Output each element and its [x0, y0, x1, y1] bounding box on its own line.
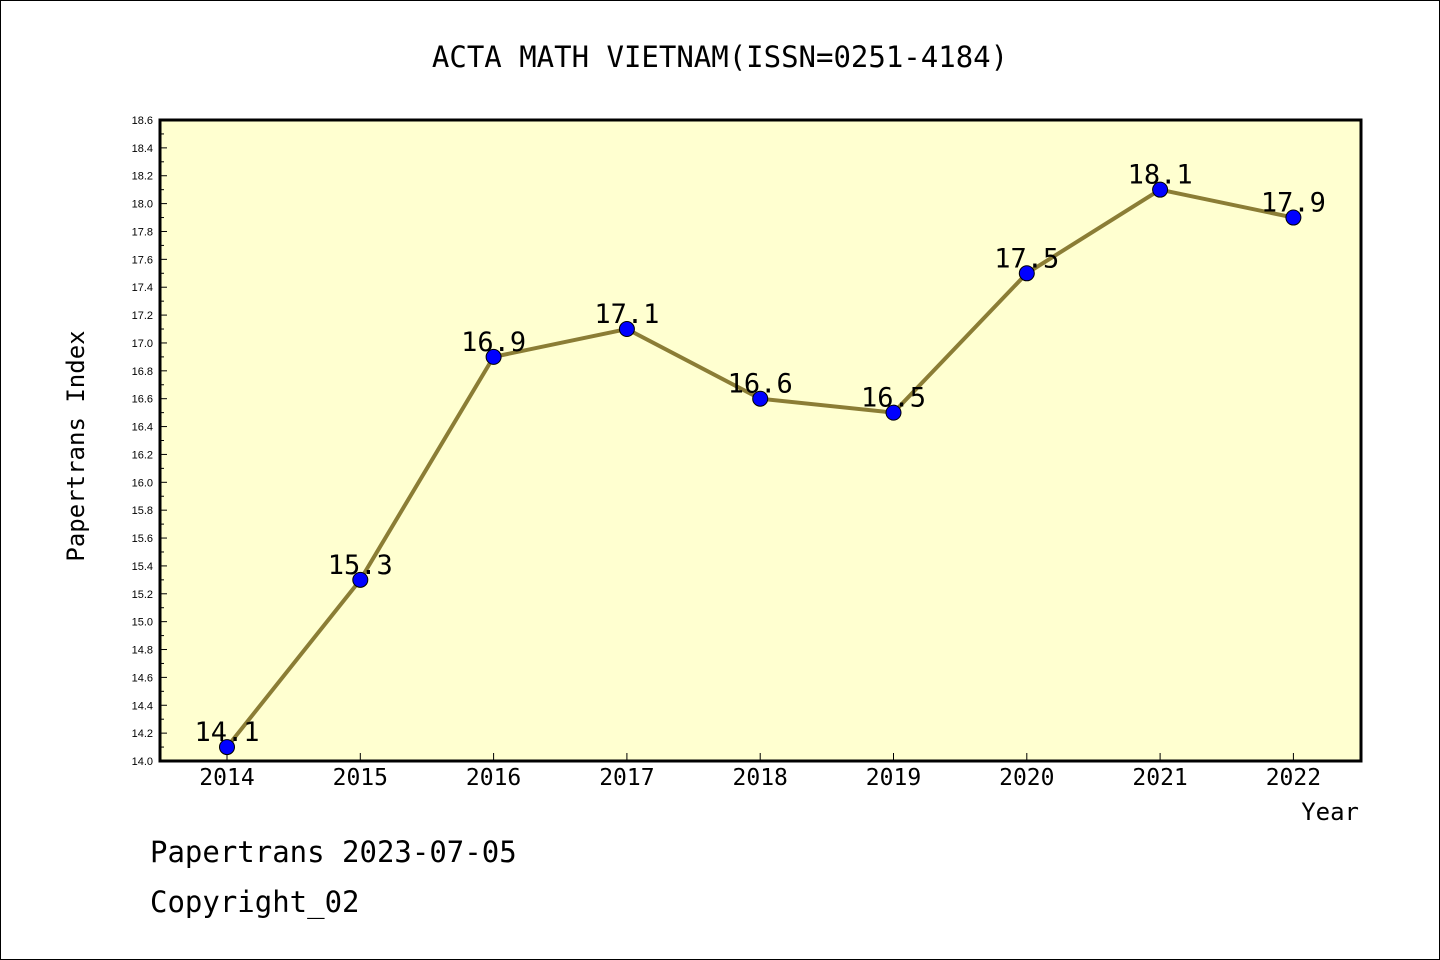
- x-tick-label: 2019: [866, 765, 921, 791]
- y-tick-label: 16.2: [132, 449, 153, 461]
- x-tick-label: 2016: [466, 765, 521, 791]
- y-tick-label: 15.6: [132, 533, 153, 545]
- y-tick-label: 15.4: [132, 561, 153, 573]
- y-tick-label: 14.8: [132, 645, 153, 657]
- y-tick-label: 17.4: [132, 282, 153, 294]
- data-label: 14.1: [194, 717, 259, 748]
- y-tick-label: 16.8: [132, 366, 153, 378]
- y-axis: 14.0 14.2 14.4 14.6 14.8 15.0 15.2 15.4 15.6 15.8…: [132, 115, 167, 768]
- y-tick-label: 18.0: [132, 199, 153, 211]
- data-point: [1018, 265, 1035, 282]
- data-label: 16.6: [728, 369, 793, 400]
- y-tick-label: 15.2: [132, 589, 153, 601]
- y-tick-label: 17.2: [132, 310, 153, 322]
- data-label: 17.5: [994, 243, 1059, 274]
- data-label: 17.9: [1261, 188, 1326, 219]
- data-point: [485, 348, 502, 365]
- data-points: [219, 181, 1302, 756]
- data-label: 17.1: [594, 299, 659, 330]
- x-axis-label: Year: [1301, 798, 1359, 826]
- data-label: 16.5: [861, 383, 926, 414]
- x-tick-label: 2022: [1266, 765, 1321, 791]
- y-axis-label: Papertrans Index: [62, 330, 90, 561]
- y-tick-label: 17.6: [132, 254, 153, 266]
- x-axis: 2014 2015 2016 2017 2018 2019 2020 2021 2022: [199, 753, 1321, 791]
- data-label: 18.1: [1128, 160, 1193, 191]
- y-tick-label: 14.4: [132, 700, 153, 712]
- footer-copyright: Copyright_02: [150, 885, 360, 919]
- x-tick-label: 2020: [999, 765, 1054, 791]
- data-label: 15.3: [328, 550, 393, 581]
- chart-title: ACTA MATH VIETNAM(ISSN=0251-4184): [432, 40, 1008, 74]
- y-tick-label: 15.0: [132, 617, 153, 629]
- x-tick-label: 2021: [1132, 765, 1187, 791]
- y-tick-label: 14.6: [132, 672, 153, 684]
- data-point: [352, 571, 369, 588]
- y-tick-label: 17.0: [132, 338, 153, 350]
- y-tick-label: 16.4: [132, 422, 153, 434]
- y-tick-label: 14.2: [132, 728, 153, 740]
- y-tick-label: 15.8: [132, 505, 153, 517]
- x-tick-label: 2018: [733, 765, 788, 791]
- y-tick-label: 16.0: [132, 477, 153, 489]
- y-tick-label: 14.0: [132, 756, 153, 768]
- x-tick-label: 2014: [199, 765, 254, 791]
- footer-date: Papertrans 2023-07-05: [150, 835, 517, 869]
- y-tick-label: 18.6: [132, 115, 153, 127]
- plot-area: [158, 118, 1363, 763]
- y-tick-label: 18.4: [132, 143, 153, 155]
- x-tick-label: 2017: [599, 765, 654, 791]
- data-point: [1152, 181, 1169, 198]
- data-label: 16.9: [461, 327, 526, 358]
- data-point: [1285, 209, 1302, 226]
- y-tick-label: 17.8: [132, 226, 153, 238]
- data-point: [752, 390, 769, 407]
- y-tick-label: 18.2: [132, 171, 153, 183]
- y-tick-label: 16.6: [132, 394, 153, 406]
- data-point: [219, 739, 235, 756]
- x-tick-label: 2015: [333, 765, 388, 791]
- data-point: [618, 321, 635, 338]
- data-labels: 14.1 15.3 16.9 17.1 16.6 16.5 17.5 18.1 17.9: [194, 160, 1325, 748]
- data-point: [885, 404, 902, 421]
